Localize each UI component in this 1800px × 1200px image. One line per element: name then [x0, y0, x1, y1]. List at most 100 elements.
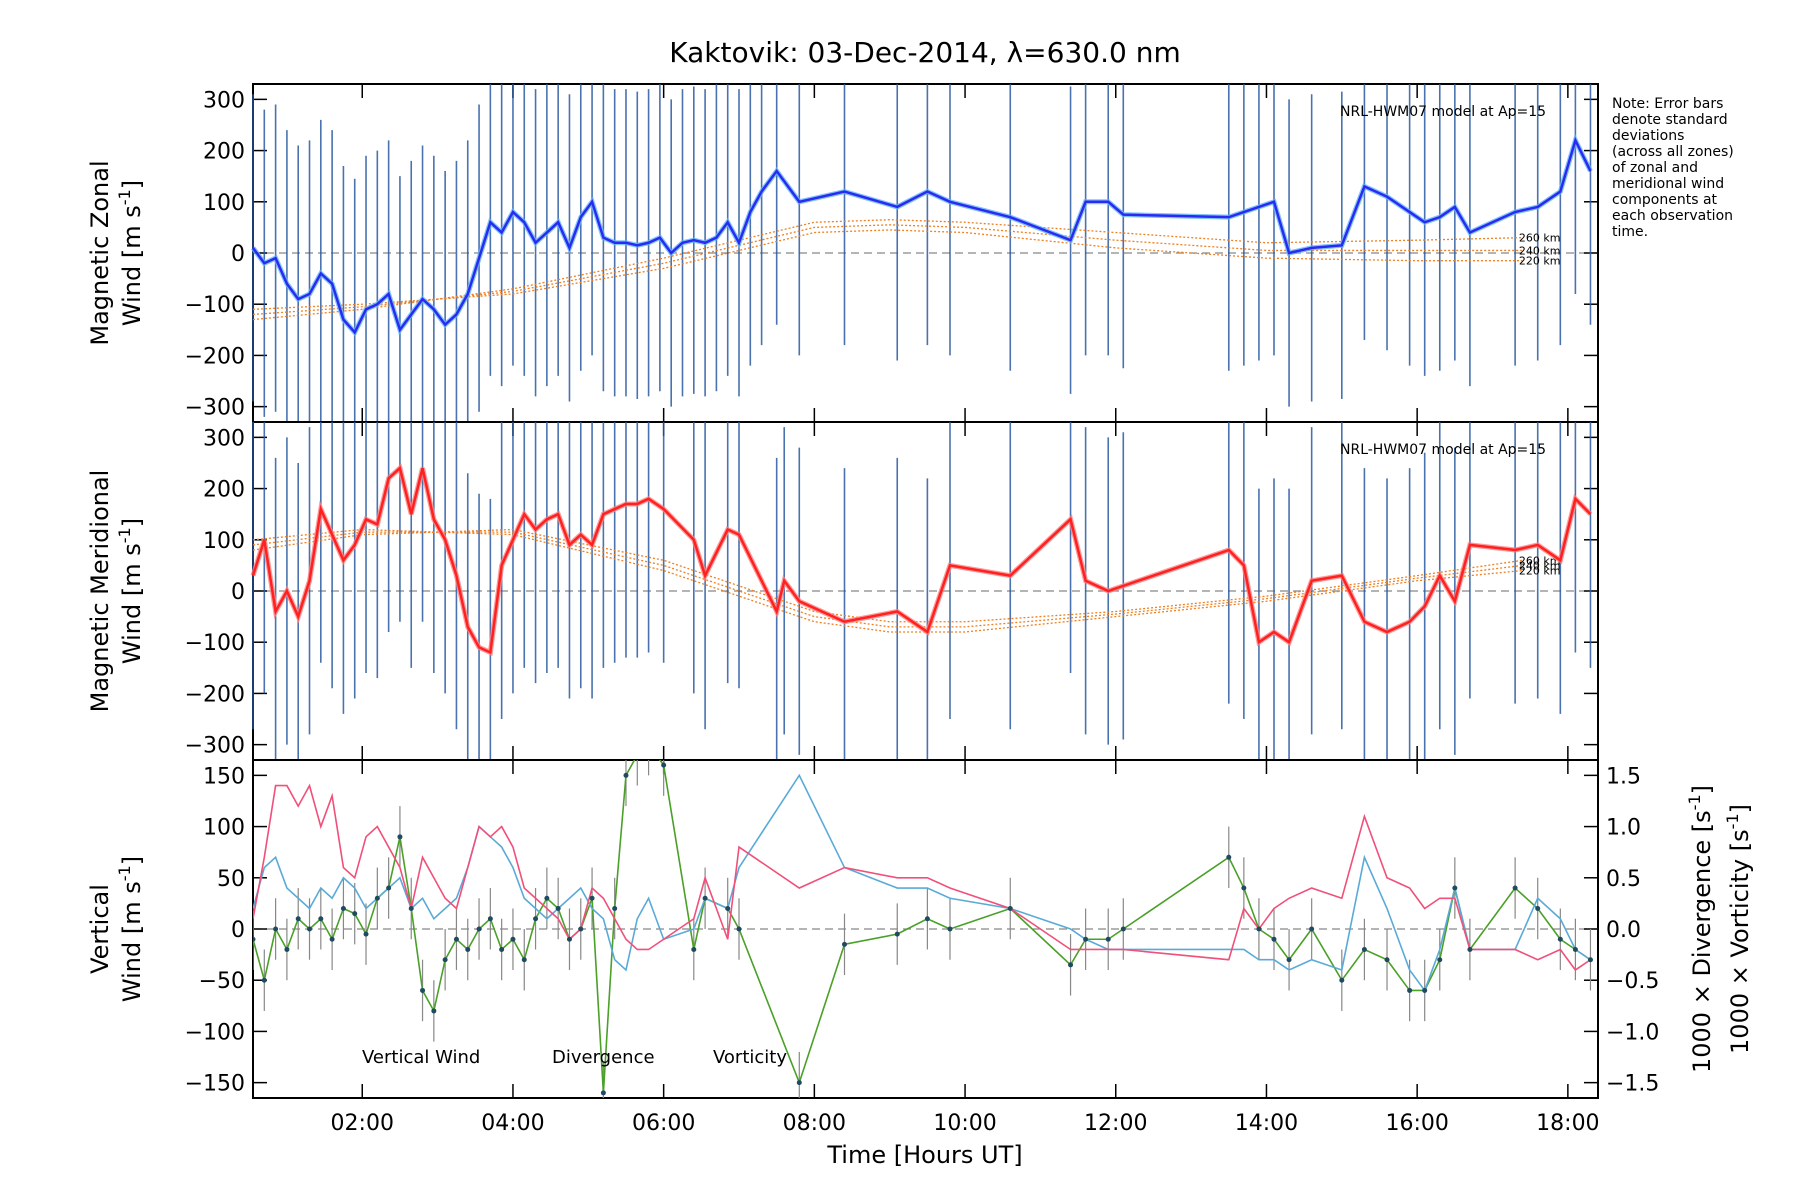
vertical-point [1256, 926, 1262, 932]
vertical-point [431, 1008, 437, 1014]
vertical-point [1587, 957, 1593, 963]
y-tick-label: 100 [203, 529, 245, 554]
right-y-tick-label: 1.0 [1606, 816, 1641, 841]
vertical-point [487, 916, 493, 922]
vertical-point [352, 911, 358, 917]
panel-vertical: 150 100 50 0 −50 −100 −150 Vertical Wind [m s-1]… [86, 742, 1754, 1169]
right-y-tick-label: 1.5 [1606, 764, 1641, 789]
vertical-point [1339, 977, 1345, 983]
vertical-point [1384, 957, 1390, 963]
vertical-point [555, 906, 561, 912]
vertical-point [442, 957, 448, 963]
right-y-tick-label: −1.5 [1606, 1072, 1659, 1097]
vertical-point [725, 906, 731, 912]
legend-entry: Vertical Wind [362, 1047, 480, 1068]
vertical-point [465, 946, 471, 952]
y-tick-label: 50 [217, 867, 245, 892]
vertical-point [612, 906, 618, 912]
model-altitude-label: 260 km [1519, 554, 1561, 567]
vertical-point [1120, 926, 1126, 932]
note-line: Note: Error bars [1612, 96, 1723, 112]
vertical-point [1452, 885, 1458, 891]
vertical-point [702, 895, 708, 901]
model-altitude-label: 220 km [1519, 565, 1561, 578]
right-y-tick-label: −1.0 [1606, 1020, 1659, 1045]
series-line-vorticity [253, 783, 1591, 972]
vertical-point [1226, 854, 1232, 860]
x-tick-label: 12:00 [1084, 1111, 1147, 1136]
note-line: time. [1612, 224, 1648, 240]
divergence-axis-label: 1000 × Divergence [s-1] [1685, 785, 1716, 1073]
series-line-zonal [251, 136, 1592, 335]
series-line-glow [250, 133, 1593, 337]
vertical-point [1083, 936, 1089, 942]
x-tick-label: 14:00 [1235, 1111, 1298, 1136]
vertical-point [253, 936, 256, 942]
vertical-point [1572, 946, 1578, 952]
model-label: NRL-HWM07 model at Ap=15 [1340, 442, 1546, 458]
vertical-point [1007, 906, 1013, 912]
vertical-point [635, 752, 640, 757]
vertical-point [661, 762, 667, 768]
vertical-point [273, 926, 279, 932]
vertical-point [566, 936, 572, 942]
vertical-point [340, 906, 346, 912]
series-line-glow [250, 463, 1593, 657]
y-tick-label: −100 [185, 1020, 245, 1045]
y-tick-label: 100 [203, 191, 245, 216]
vertical-point [284, 946, 290, 952]
y-tick-label: −100 [185, 293, 245, 318]
vertical-point [646, 742, 651, 747]
vertical-point [386, 885, 392, 891]
legend-entry: Divergence [552, 1047, 655, 1068]
x-tick-label: 08:00 [783, 1111, 846, 1136]
vertical-point [796, 1080, 802, 1086]
right-y-tick-label: 0.5 [1606, 867, 1641, 892]
y-tick-label: 300 [203, 88, 245, 113]
vorticity-axis-label: 1000 × Vorticity [s-1] [1723, 804, 1754, 1054]
vertical-point [533, 916, 539, 922]
model-curve-260km [252, 219, 1523, 321]
vertical-point [408, 906, 414, 912]
vertical-point [578, 926, 584, 932]
series-line-meridional [251, 465, 1592, 655]
x-tick-label: 02:00 [331, 1111, 394, 1136]
vertical-point [736, 926, 742, 932]
right-y-tick-label: −0.5 [1606, 969, 1659, 994]
y-axis-label: Magnetic Zonal [86, 160, 114, 345]
vertical-point [1535, 906, 1541, 912]
model-altitude-label: 220 km [1519, 255, 1561, 268]
model-altitude-label: 240 km [1519, 559, 1561, 572]
vertical-point [374, 895, 380, 901]
x-tick-label: 06:00 [632, 1111, 695, 1136]
y-tick-label: −100 [185, 631, 245, 656]
vertical-point [691, 946, 697, 952]
y-axis-label: Vertical [86, 884, 114, 974]
model-curve-220km [252, 528, 1523, 633]
y-tick-label: 0 [231, 918, 245, 943]
vertical-point [1422, 987, 1428, 993]
vertical-point [499, 946, 505, 952]
vertical-point [1068, 962, 1074, 968]
note-line: deviations [1612, 128, 1684, 144]
vertical-point [521, 957, 527, 963]
y-tick-label: −300 [185, 396, 245, 421]
y-tick-label: −200 [185, 344, 245, 369]
legend-entry: Vorticity [713, 1047, 787, 1068]
note-line: components at [1612, 192, 1718, 208]
y-tick-label: 0 [231, 242, 245, 267]
vertical-point [307, 926, 313, 932]
x-tick-label: 16:00 [1385, 1111, 1448, 1136]
model-altitude-label: 260 km [1519, 232, 1561, 245]
vertical-point [397, 834, 403, 840]
vertical-point [318, 916, 324, 922]
vertical-point [476, 926, 482, 932]
panel-zonal: 300 200 100 0 −100 −200 −300 Magnetic Zonal Wind… [86, 83, 1599, 423]
vertical-point [1361, 946, 1367, 952]
vertical-point [623, 772, 629, 778]
y-tick-label: −300 [185, 734, 245, 759]
vertical-point [1437, 957, 1443, 963]
vertical-point [1467, 946, 1473, 952]
